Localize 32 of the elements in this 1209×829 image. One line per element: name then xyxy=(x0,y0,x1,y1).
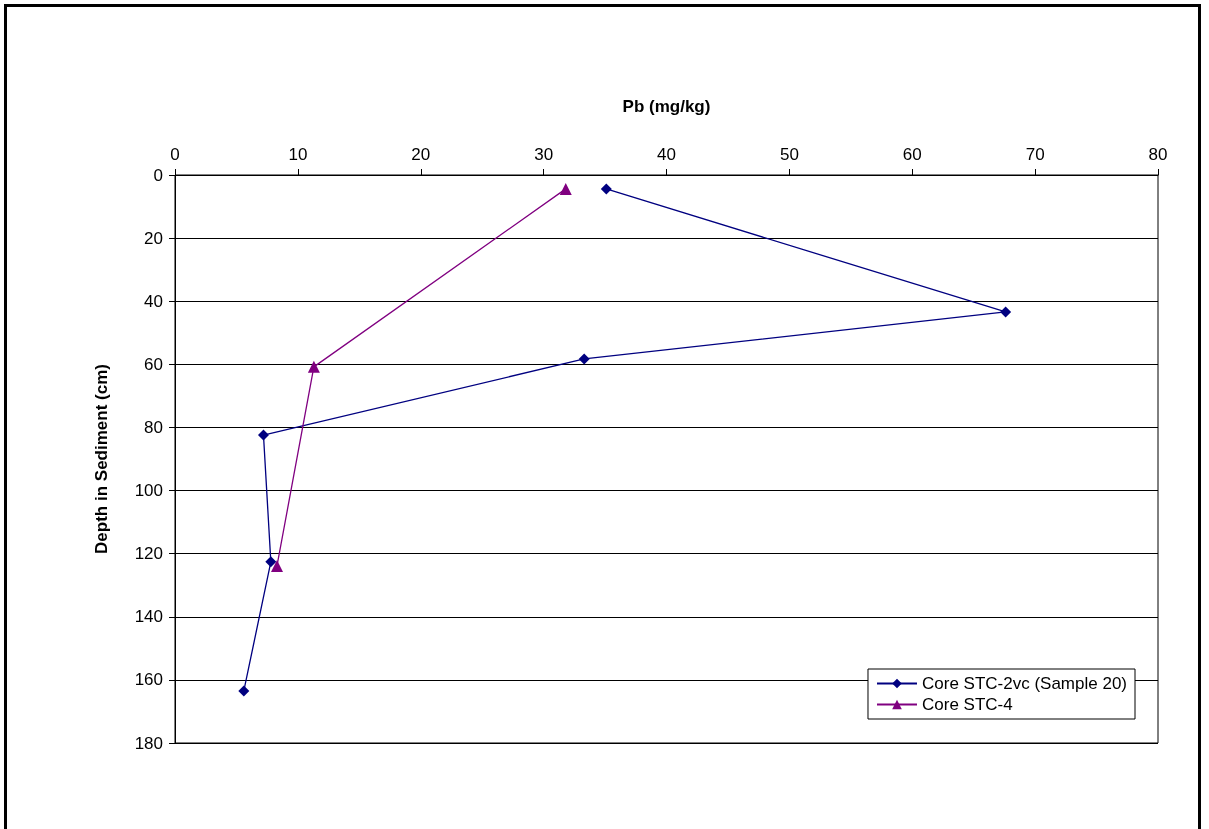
point xyxy=(265,556,277,568)
y-tick-label: 160 xyxy=(134,670,163,690)
y-tick-label: 120 xyxy=(134,544,163,564)
y-tick-label: 100 xyxy=(134,481,163,501)
legend-label: Core STC-4 xyxy=(922,695,1013,714)
x-tick-label: 10 xyxy=(288,145,308,164)
x-tick-label: 70 xyxy=(1025,145,1045,164)
x-tick-label: 60 xyxy=(902,145,922,164)
point xyxy=(600,183,612,195)
x-tick-label: 50 xyxy=(779,145,799,164)
y-tick-label: 40 xyxy=(144,291,163,311)
point xyxy=(238,685,250,697)
y-tick-label: 20 xyxy=(144,228,163,248)
point xyxy=(257,429,269,441)
y-tick-label: 140 xyxy=(134,607,163,627)
point xyxy=(270,559,283,572)
point xyxy=(307,360,320,373)
point xyxy=(559,182,572,195)
legend-label: Core STC-2vc (Sample 20) xyxy=(922,674,1128,693)
y-tick-label: 60 xyxy=(144,354,163,374)
x-tick-label: 40 xyxy=(657,145,676,164)
x-tick-label: 20 xyxy=(411,145,431,164)
x-axis-title: Pb (mg/kg) xyxy=(622,97,711,116)
y-tick-label: 180 xyxy=(134,733,163,753)
point xyxy=(578,353,590,365)
x-tick-label: 30 xyxy=(534,145,554,164)
point xyxy=(1000,306,1012,318)
y-tick-label: 0 xyxy=(153,165,163,185)
x-tick-label: 80 xyxy=(1148,145,1168,164)
y-tick-label: 80 xyxy=(144,417,163,437)
x-tick-label: 0 xyxy=(170,145,180,164)
y-axis-title: Depth in Sediment (cm) xyxy=(92,364,111,554)
